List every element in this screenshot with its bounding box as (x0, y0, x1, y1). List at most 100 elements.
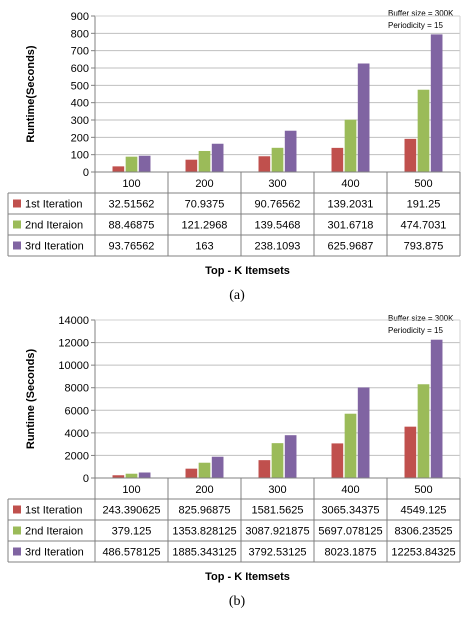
chart2-bar-s1-c2 (185, 468, 198, 478)
chart2-y-tick-label: 10000 (58, 360, 89, 372)
chart1-data-label-s2-c3: 139.5468 (255, 220, 301, 232)
chart2-data-label-s1-c5: 4549.125 (401, 505, 447, 517)
chart1-bar-s1-c3 (258, 156, 271, 172)
chart2-y-tick-label: 6000 (65, 405, 89, 417)
chart2-y-tick-label: 8000 (65, 383, 89, 395)
chart1-x-tick-label: 300 (268, 178, 286, 190)
chart1-x-tick-label: 100 (122, 178, 140, 190)
chart1-legend-swatch-3 (13, 241, 21, 250)
chart1-data-label-s3-c5: 793.875 (404, 241, 444, 253)
chart2-x-tick-label: 300 (268, 484, 286, 496)
chart1-x-axis-label: Top - K Itemsets (205, 265, 290, 277)
chart1-data-label-s2-c2: 121.2968 (182, 220, 228, 232)
chart2-bar-s2-c5 (417, 384, 430, 478)
chart2-data-label-s2-c2: 1353.828125 (172, 526, 236, 538)
chart1-data-label-s1-c3: 90.76562 (255, 199, 301, 211)
chart1-x-tick-label: 500 (414, 178, 432, 190)
chart2-y-tick-label: 2000 (65, 450, 89, 462)
chart2-data-label-s3-c3: 3792.53125 (248, 547, 306, 559)
chart1-bar-s3-c2 (211, 143, 224, 172)
chart2-data-label-s3-c1: 486.578125 (102, 547, 160, 559)
chart2-bar-s1-c1 (112, 475, 125, 478)
chart1-y-tick-label: 100 (71, 150, 89, 162)
chart1-y-axis-label: Runtime(Seconds) (25, 45, 37, 143)
chart1-legend-swatch-1 (13, 199, 21, 208)
chart2-x-tick-label: 500 (414, 484, 432, 496)
chart2-legend-swatch-2 (13, 526, 21, 535)
chart1-y-tick-label: 200 (71, 132, 89, 144)
chart2-y-axis-label: Runtime (Seconds) (25, 349, 37, 450)
chart1-bar-s1-c4 (331, 147, 344, 172)
chart2-bar-s3-c3 (284, 435, 297, 478)
chart1-data-label-s3-c2: 163 (195, 241, 213, 253)
chart1-data-label-s3-c1: 93.76562 (109, 241, 155, 253)
chart2-bar-s2-c4 (344, 413, 357, 478)
chart2-legend-label-1: 1st Iteration (25, 505, 82, 517)
chart2-data-label-s2-c3: 3087.921875 (245, 526, 309, 538)
chart2-data-label-s3-c2: 1885.343125 (172, 547, 236, 559)
chart2-annotation-2: Periodicity = 15 (388, 326, 443, 335)
chart1-bar-s2-c3 (271, 147, 284, 172)
chart2-data-label-s2-c4: 5697.078125 (318, 526, 382, 538)
chart1-bar-s1-c2 (185, 159, 198, 172)
chart1-bar-s3-c4 (357, 63, 370, 172)
chart1-bar-s3-c3 (284, 130, 297, 172)
chart1-data-label-s1-c2: 70.9375 (185, 199, 225, 211)
chart1-data-label-s2-c5: 474.7031 (401, 220, 447, 232)
chart2-x-axis-label: Top - K Itemsets (205, 571, 290, 583)
chart2-legend-label-2: 2nd Iteraion (25, 526, 83, 538)
chart2-data-label-s3-c4: 8023.1875 (325, 547, 377, 559)
chart1-x-tick-label: 200 (195, 178, 213, 190)
chart2-data-label-s2-c5: 8306.23525 (394, 526, 452, 538)
chart1-y-tick-label: 700 (71, 46, 89, 58)
chart1-data-label-s1-c5: 191.25 (407, 199, 441, 211)
chart1-data-label-s2-c1: 88.46875 (109, 220, 155, 232)
chart1-annotation-1: Buffer size = 300K (388, 9, 454, 18)
chart2-data-label-s1-c1: 243.390625 (102, 505, 160, 517)
chart2-y-tick-label: 14000 (58, 315, 89, 327)
chart2-data-label-s1-c4: 3065.34375 (321, 505, 379, 517)
chart2-legend-swatch-3 (13, 547, 21, 556)
chart1-legend-label-1: 1st Iteration (25, 199, 82, 211)
chart1-bar-s3-c1 (138, 155, 151, 172)
chart1-legend-label-2: 2nd Iteraion (25, 220, 83, 232)
chart2-legend-label-3: 3rd Iteration (25, 547, 84, 559)
caption-b: (b) (228, 594, 246, 609)
chart2-x-tick-label: 200 (195, 484, 213, 496)
chart2-x-tick-label: 100 (122, 484, 140, 496)
chart2-bar-s1-c5 (404, 426, 417, 478)
chart2-data-label-s2-c1: 379.125 (112, 526, 152, 538)
chart2-bar-s3-c5 (430, 339, 443, 478)
chart2-bar-s3-c4 (357, 387, 370, 478)
chart2-bar-s1-c4 (331, 443, 344, 478)
chart2-bar-s3-c2 (211, 456, 224, 478)
chart2-y-tick-label: 0 (83, 473, 89, 485)
chart1-bar-s1-c5 (404, 138, 417, 172)
chart1-bar-s2-c4 (344, 119, 357, 172)
chart1-data-label-s1-c4: 139.2031 (328, 199, 374, 211)
chart2-x-tick-label: 400 (341, 484, 359, 496)
chart2-data-label-s3-c5: 12253.84325 (391, 547, 455, 559)
chart1-bar-s3-c5 (430, 34, 443, 172)
chart2-bar-s2-c2 (198, 462, 211, 478)
chart1-y-tick-label: 900 (71, 11, 89, 23)
chart1-annotation-2: Periodicity = 15 (388, 21, 443, 30)
chart2-y-tick-label: 12000 (58, 338, 89, 350)
chart1-y-tick-label: 600 (71, 63, 89, 75)
chart2-bar-s3-c1 (138, 472, 151, 478)
chart2-data-label-s1-c3: 1581.5625 (252, 505, 304, 517)
chart1-y-tick-label: 500 (71, 80, 89, 92)
chart2-legend-swatch-1 (13, 505, 21, 514)
chart1-x-tick-label: 400 (341, 178, 359, 190)
chart1-y-tick-label: 300 (71, 115, 89, 127)
chart1-bar-s2-c2 (198, 150, 211, 172)
chart1-data-label-s3-c4: 625.9687 (328, 241, 374, 253)
caption-a: (a) (229, 288, 245, 303)
chart1-data-label-s1-c1: 32.51562 (109, 199, 155, 211)
chart2-data-label-s1-c2: 825.96875 (179, 505, 231, 517)
chart2-annotation-1: Buffer size = 300K (388, 314, 454, 323)
chart2-y-tick-label: 4000 (65, 428, 89, 440)
chart1-y-tick-label: 0 (83, 167, 89, 179)
chart1-legend-label-3: 3rd Iteration (25, 241, 84, 253)
